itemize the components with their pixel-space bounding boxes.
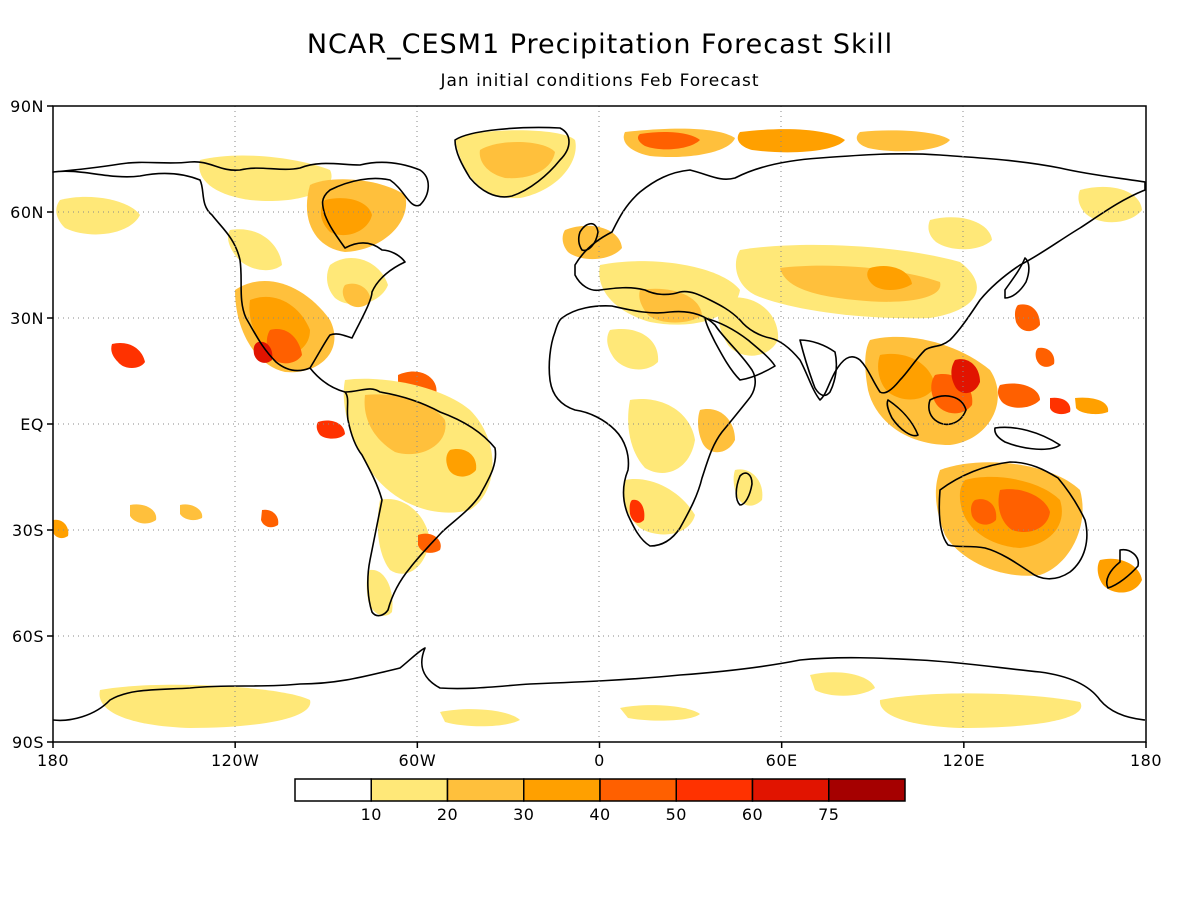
skill-region	[629, 499, 645, 523]
skill-region	[698, 409, 735, 453]
x-tick-label: 120W	[211, 751, 259, 770]
y-tick-label: EQ	[20, 415, 44, 434]
colorbar-swatch	[599, 778, 677, 802]
skill-region	[253, 341, 273, 363]
skill-region	[446, 449, 477, 477]
map-frame	[52, 105, 1147, 743]
x-tick-label: 120E	[943, 751, 986, 770]
skill-region	[227, 229, 282, 271]
colorbar-label: 10	[361, 805, 382, 824]
skill-region	[718, 297, 779, 356]
colorbar-swatch	[523, 778, 601, 802]
colorbar: 10 20 30 40 50 60 75	[294, 778, 906, 824]
skill-region	[639, 288, 702, 323]
coastline-madagascar	[735, 472, 753, 506]
skill-region	[737, 129, 845, 153]
skill-region	[377, 499, 430, 574]
colorbar-label: 20	[437, 805, 458, 824]
colorbar-swatch	[675, 778, 754, 802]
colorbar-swatch	[446, 778, 525, 802]
skill-region	[998, 489, 1050, 532]
skill-region	[199, 155, 332, 201]
y-tick-label: 90S	[12, 733, 44, 752]
coastline-new-guinea	[994, 426, 1061, 451]
coastline-borneo	[928, 395, 967, 426]
skill-region	[342, 283, 371, 308]
skill-region	[867, 265, 912, 290]
y-tick-label: 30N	[10, 309, 44, 328]
coastline-japan	[1004, 257, 1030, 299]
x-tick-label: 60E	[766, 751, 798, 770]
colorbar-label: 50	[666, 805, 687, 824]
coastline-arabia	[704, 317, 776, 381]
skill-region	[266, 329, 302, 364]
skill-region	[951, 359, 980, 394]
skill-region	[440, 709, 520, 727]
skill-region	[1050, 397, 1071, 415]
coastline-new-zealand	[1105, 548, 1140, 589]
skill-region	[879, 693, 1082, 728]
skill-region	[856, 130, 950, 152]
skill-region	[320, 198, 372, 236]
skill-region	[1014, 304, 1040, 332]
graticule	[53, 106, 1146, 742]
coastline-eurasia	[574, 152, 1146, 401]
axis-ticks: 180 120W 60W 0 60E 120E 180 90N 60N 30N EQ 30S 60S 90…	[10, 97, 1162, 770]
skill-region	[607, 329, 659, 370]
skill-region	[997, 383, 1040, 408]
coastline-north-america	[52, 161, 430, 372]
skill-region	[637, 132, 700, 150]
colorbar-swatch	[294, 778, 372, 802]
y-tick-label: 30S	[12, 521, 44, 540]
skill-region	[620, 705, 700, 721]
skill-region	[261, 509, 279, 528]
chart-title: NCAR_CESM1 Precipitation Forecast Skill	[307, 29, 893, 60]
colorbar-label: 60	[742, 805, 763, 824]
skill-region	[111, 342, 145, 368]
coastline-uk	[577, 222, 599, 252]
skill-region	[1097, 558, 1142, 593]
skill-region	[928, 217, 992, 250]
skill-shading	[53, 128, 1142, 728]
x-tick-label: 180	[37, 751, 69, 770]
skill-region	[810, 672, 875, 696]
skill-region	[180, 504, 203, 521]
skill-region	[364, 394, 446, 455]
y-tick-label: 90N	[10, 97, 44, 116]
colorbar-label: 75	[818, 805, 839, 824]
skill-region	[628, 399, 695, 473]
coastline-australia	[938, 461, 1088, 580]
skill-region	[1075, 397, 1109, 415]
colorbar-swatch	[751, 778, 830, 802]
x-tick-label: 0	[594, 751, 605, 770]
coastline-south-america	[309, 367, 497, 617]
skill-region	[1035, 347, 1055, 367]
x-tick-label: 180	[1130, 751, 1162, 770]
skill-region	[971, 499, 997, 525]
skill-region	[316, 420, 345, 439]
y-tick-label: 60N	[10, 203, 44, 222]
skill-region	[99, 684, 311, 728]
y-tick-label: 60S	[12, 627, 44, 646]
skill-region	[479, 141, 555, 179]
colorbar-label: 40	[589, 805, 610, 824]
skill-region	[733, 469, 763, 506]
colorbar-swatch	[828, 778, 906, 802]
coastline-india	[799, 339, 838, 397]
skill-region	[366, 569, 393, 616]
coastline-sumatra	[886, 399, 919, 437]
chart-subtitle: Jan initial conditions Feb Forecast	[439, 71, 759, 91]
skill-region	[1078, 186, 1142, 223]
skill-region	[56, 196, 140, 235]
coastline-greenland	[454, 126, 570, 198]
colorbar-swatch	[370, 778, 449, 802]
coastline-antarctica	[52, 647, 1146, 722]
x-tick-label: 60W	[398, 751, 436, 770]
skill-region	[53, 519, 69, 539]
colorbar-label: 30	[513, 805, 534, 824]
skill-region	[130, 504, 157, 524]
coastlines	[52, 126, 1146, 722]
